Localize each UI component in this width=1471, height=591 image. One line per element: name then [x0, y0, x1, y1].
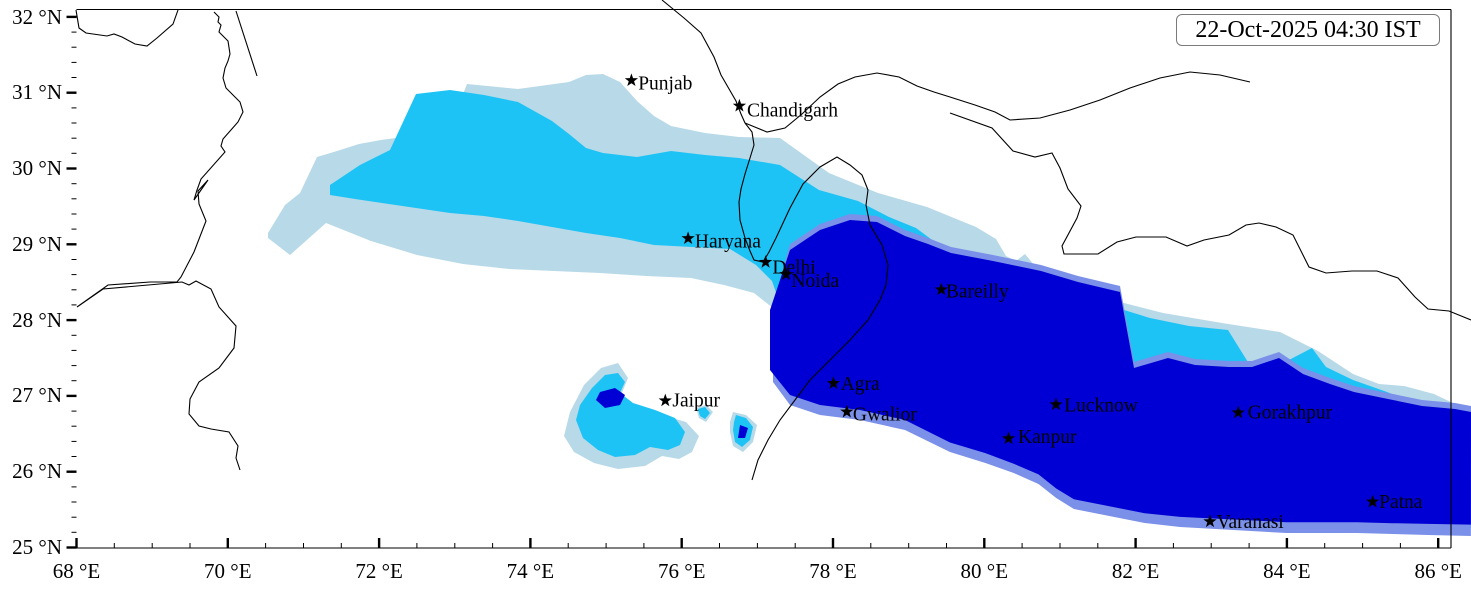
svg-text:Chandigarh: Chandigarh: [747, 101, 838, 122]
svg-text:Gorakhpur: Gorakhpur: [1248, 403, 1333, 424]
svg-text:76 °E: 76 °E: [658, 559, 705, 583]
svg-text:86 °E: 86 °E: [1414, 559, 1461, 583]
svg-text:82 °E: 82 °E: [1112, 559, 1159, 583]
svg-text:28 °N: 28 °N: [12, 308, 62, 332]
svg-text:Kanpur: Kanpur: [1018, 427, 1077, 448]
svg-text:Agra: Agra: [841, 374, 880, 395]
svg-text:31 °N: 31 °N: [12, 80, 62, 104]
svg-text:27 °N: 27 °N: [12, 383, 62, 407]
svg-text:78 °E: 78 °E: [809, 559, 856, 583]
svg-text:68 °E: 68 °E: [53, 559, 100, 583]
svg-text:Jaipur: Jaipur: [672, 390, 720, 411]
svg-text:Bareilly: Bareilly: [946, 282, 1009, 303]
svg-text:25 °N: 25 °N: [12, 535, 62, 559]
svg-text:80 °E: 80 °E: [961, 559, 1008, 583]
svg-text:26 °N: 26 °N: [12, 459, 62, 483]
svg-text:72 °E: 72 °E: [355, 559, 402, 583]
svg-text:84 °E: 84 °E: [1263, 559, 1310, 583]
svg-text:Lucknow: Lucknow: [1064, 396, 1138, 417]
svg-text:30 °N: 30 °N: [12, 156, 62, 180]
svg-text:Punjab: Punjab: [638, 73, 692, 94]
svg-text:Gwalior: Gwalior: [853, 405, 917, 426]
svg-text:29 °N: 29 °N: [12, 232, 62, 256]
svg-text:74 °E: 74 °E: [507, 559, 554, 583]
svg-text:Patna: Patna: [1379, 492, 1423, 513]
svg-text:Haryana: Haryana: [695, 232, 761, 253]
svg-text:70 °E: 70 °E: [204, 559, 251, 583]
svg-text:Noida: Noida: [791, 271, 839, 292]
svg-text:Varanasi: Varanasi: [1217, 512, 1285, 533]
svg-text:32 °N: 32 °N: [12, 5, 62, 29]
